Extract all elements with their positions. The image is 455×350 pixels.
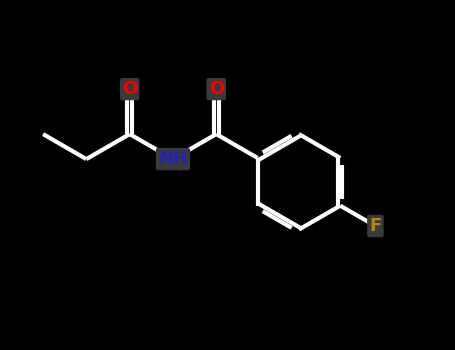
Text: O: O	[209, 80, 224, 98]
Text: O: O	[122, 80, 137, 98]
Text: NH: NH	[158, 150, 188, 168]
Text: F: F	[369, 217, 381, 235]
